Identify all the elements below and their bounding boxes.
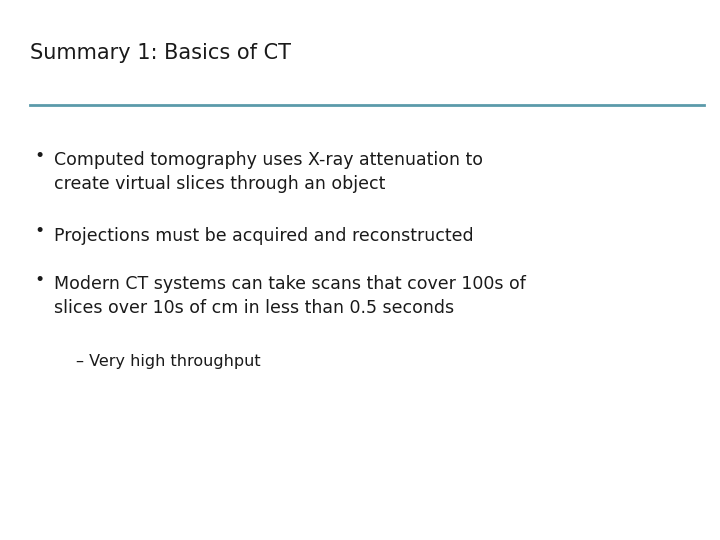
Text: Projections must be acquired and reconstructed: Projections must be acquired and reconst…: [54, 227, 474, 245]
Text: •: •: [35, 271, 45, 289]
Text: Modern CT systems can take scans that cover 100s of
slices over 10s of cm in les: Modern CT systems can take scans that co…: [54, 275, 526, 317]
Text: •: •: [35, 147, 45, 165]
Text: – Very high throughput: – Very high throughput: [76, 354, 260, 369]
Text: •: •: [35, 222, 45, 240]
Text: Summary 1: Basics of CT: Summary 1: Basics of CT: [30, 43, 291, 63]
Text: Computed tomography uses X-ray attenuation to
create virtual slices through an o: Computed tomography uses X-ray attenuati…: [54, 151, 483, 193]
